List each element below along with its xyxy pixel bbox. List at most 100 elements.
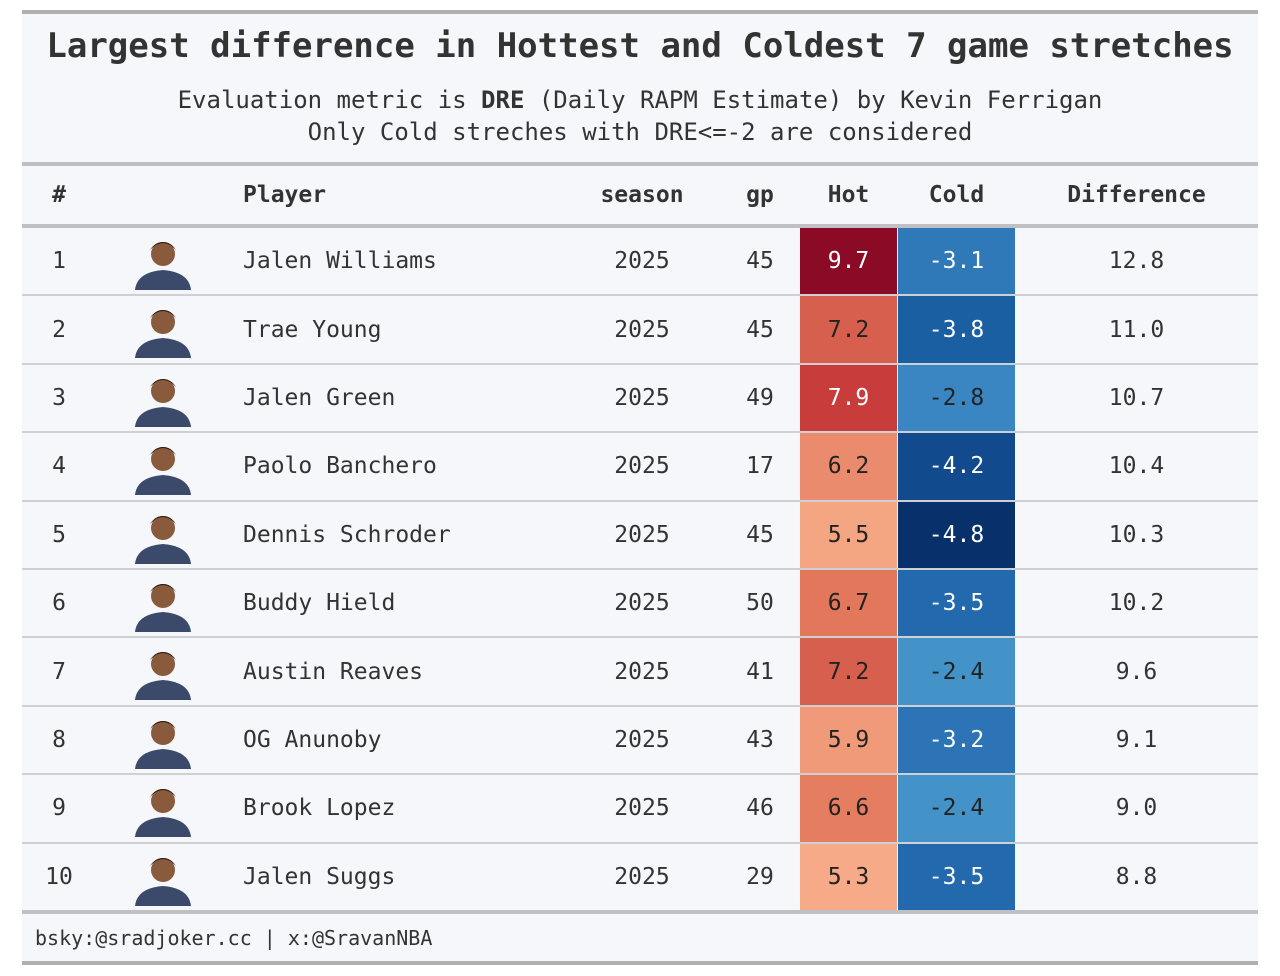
cell: 45 [746,521,774,548]
cold-cell: -3.8 [898,296,1015,363]
panel [22,10,1258,965]
cell: Jalen Green [243,384,396,411]
cell: 10.4 [1108,453,1165,480]
cold-cell: -3.5 [898,843,1015,910]
cell: 7 [52,658,66,685]
cell: 8.8 [1115,863,1158,890]
hot-cell: 6.6 [800,775,897,842]
hot-cell: 6.2 [800,433,897,500]
player-photo [135,310,191,359]
hot-cell: 5.3 [800,843,897,910]
cold-cell: -4.8 [898,501,1015,568]
player-photo [135,789,191,838]
cold-cell: -2.8 [898,364,1015,432]
cell: 2025 [614,863,670,890]
row-line [22,636,1258,639]
column-header: Difference [1067,182,1206,208]
cell: 2025 [614,590,670,617]
cell: 1 [52,248,66,275]
column-header: season [600,182,684,208]
cell: 2025 [614,248,670,275]
cell: 9.6 [1115,658,1158,685]
cell: Jalen Suggs [243,863,396,890]
header-line [22,162,1258,166]
cell: Austin Reaves [243,658,424,685]
cell: 2025 [614,795,670,822]
subtitle-part: (Daily RAPM Estimate) by Kevin Ferrigan [524,86,1103,114]
subtitle: Only Cold streches with DRE<=-2 are cons… [307,118,973,146]
hot-cell: 7.9 [800,364,897,432]
cell: Paolo Banchero [243,453,437,480]
row-line [22,362,1258,365]
cold-cell: -3.5 [898,570,1015,637]
cell: Jalen Williams [243,248,437,275]
cell: 3 [52,384,66,411]
cell: 46 [746,795,774,822]
subtitle: Evaluation metric is DRE (Daily RAPM Est… [0,86,1280,114]
row-line [22,773,1258,776]
column-header: gp [746,182,774,208]
cold-cell: -3.2 [898,706,1015,774]
row-line [22,431,1258,434]
row-line [22,841,1258,844]
cell: 2025 [614,453,670,480]
cell: 10.3 [1108,521,1165,548]
cell: 4 [52,453,66,480]
cell: 8 [52,726,66,753]
player-photo [135,720,191,769]
cell: Dennis Schroder [243,521,451,548]
cell: Brook Lopez [243,795,396,822]
hot-cell: 7.2 [800,638,897,705]
player-photo [135,584,191,632]
cell: 9.1 [1115,726,1158,753]
column-header: Player [243,182,327,208]
column-header: Hot [827,182,870,208]
player-photo [135,652,191,701]
cell: 9 [52,795,66,822]
cell: 43 [746,726,774,753]
row-line [22,499,1258,502]
footer: bsky:@sradjoker.cc | x:@SravanNBA [35,926,433,950]
cell: 2025 [614,726,670,753]
cell: 49 [746,384,774,411]
cold-cell: -2.4 [898,775,1015,842]
cell: 2 [52,316,66,343]
column-header: Cold [928,182,985,208]
cell: 10 [45,863,73,890]
player-photo [135,857,191,906]
subtitle-bold: DRE [481,86,525,114]
cell: 6 [52,590,66,617]
cold-cell: -2.4 [898,638,1015,705]
cell: 45 [746,248,774,275]
player-photo [135,242,191,290]
player-photo [135,515,191,564]
subtitle-part: Evaluation metric is [177,86,482,114]
column-header: # [52,182,66,208]
cell: 11.0 [1108,316,1165,343]
cell: OG Anunoby [243,726,382,753]
cell: 2025 [614,658,670,685]
cell: 9.0 [1115,795,1158,822]
header-line [22,224,1258,228]
cell: 2025 [614,521,670,548]
cold-cell: -4.2 [898,433,1015,500]
hot-cell: 9.7 [800,228,897,295]
cell: 29 [746,863,774,890]
row-line [22,568,1258,570]
cell: 50 [746,590,774,617]
player-photo [135,378,191,427]
cell: 5 [52,521,66,548]
cell: 12.8 [1108,248,1165,275]
hot-cell: 5.5 [800,501,897,568]
cell: Buddy Hield [243,590,396,617]
cell: 17 [746,453,774,480]
title: Largest difference in Hottest and Coldes… [46,26,1234,66]
cell: 10.2 [1108,590,1165,617]
cell: Trae Young [243,316,382,343]
hot-cell: 6.7 [800,570,897,637]
cell: 41 [746,658,774,685]
footer-line [22,910,1258,914]
cell: 2025 [614,384,670,411]
row-line [22,294,1258,297]
